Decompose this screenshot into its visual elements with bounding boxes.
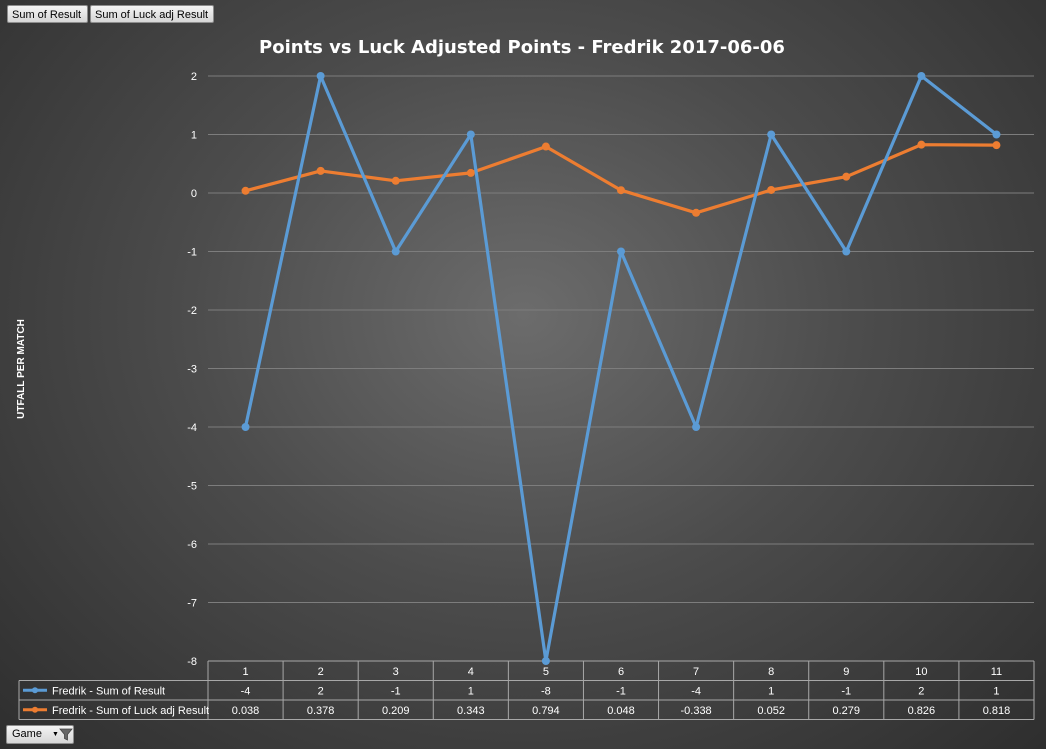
- y-tick-label: 2: [191, 71, 197, 83]
- table-value: 1: [468, 686, 474, 698]
- gridlines: [208, 75, 1034, 662]
- table-value: 0.209: [382, 705, 410, 717]
- data-point: [316, 72, 325, 80]
- series-line: [245, 143, 997, 215]
- y-tick-label: -5: [187, 481, 197, 493]
- sum-of-result-field-button[interactable]: Sum of Result: [7, 5, 88, 23]
- line-chart: Points vs Luck Adjusted Points - Fredrik…: [16, 37, 1035, 720]
- table-value: -0.338: [680, 705, 711, 717]
- data-point: [917, 140, 926, 149]
- table-value: 2: [918, 686, 924, 698]
- legend-key-marker: [32, 706, 38, 713]
- table-value: 2: [318, 686, 324, 698]
- x-category-label: 10: [915, 666, 927, 678]
- table-value: -4: [691, 686, 701, 698]
- dropdown-arrow-icon: ▼: [52, 731, 59, 738]
- data-point: [466, 168, 475, 177]
- legend-series-name: Fredrik - Sum of Result: [52, 686, 165, 698]
- x-category-label: 4: [468, 666, 474, 678]
- data-point: [992, 141, 1001, 150]
- table-value: -1: [841, 686, 851, 698]
- x-category-label: 8: [768, 666, 774, 678]
- table-value: 0.378: [307, 705, 335, 717]
- data-point: [241, 423, 250, 431]
- y-tick-label: -7: [187, 598, 197, 610]
- legend-key-marker: [32, 687, 38, 694]
- data-point: [541, 142, 550, 151]
- y-tick-label: -6: [187, 539, 197, 551]
- table-value: 0.343: [457, 705, 485, 717]
- data-point: [767, 130, 776, 139]
- chart-title: Points vs Luck Adjusted Points - Fredrik…: [259, 37, 785, 58]
- data-point: [316, 166, 325, 175]
- y-tick-label: -1: [187, 247, 197, 259]
- sum-of-luck-adj-result-field-button[interactable]: Sum of Luck adj Result: [90, 5, 214, 23]
- y-tick-label: -4: [187, 422, 197, 434]
- x-category-label: 9: [843, 666, 849, 678]
- x-category-label: 7: [693, 666, 699, 678]
- legend-series-name: Fredrik - Sum of Luck adj Result: [52, 705, 209, 717]
- game-field-button[interactable]: Game ▼: [6, 725, 74, 744]
- table-value: 0.048: [607, 705, 635, 717]
- table-value: 0.826: [908, 705, 936, 717]
- data-point: [617, 186, 625, 195]
- data-point: [391, 247, 400, 256]
- data-point: [692, 423, 701, 431]
- table-value: 0.818: [983, 705, 1011, 717]
- y-tick-label: -8: [187, 656, 197, 668]
- data-point: [767, 185, 776, 194]
- y-tick-label: -2: [187, 305, 197, 317]
- data-point: [466, 130, 475, 139]
- data-point: [241, 186, 250, 195]
- table-value: 1: [768, 686, 774, 698]
- data-point: [692, 208, 701, 217]
- series-lines: [241, 72, 1001, 665]
- x-category-label: 5: [543, 666, 549, 678]
- y-axis-ticks: 2 1 0 -1 -2 -3 -4 -5 -6 -7 -8: [187, 71, 197, 668]
- data-point: [842, 172, 851, 181]
- data-point: [992, 130, 1001, 139]
- x-category-label: 11: [991, 666, 1002, 678]
- data-point: [917, 72, 926, 80]
- y-tick-label: 0: [191, 188, 197, 200]
- table-value: -4: [241, 686, 251, 698]
- table-value: 0.052: [757, 705, 785, 717]
- y-tick-label: 1: [191, 130, 197, 142]
- filter-funnel-icon: [59, 728, 73, 741]
- data-point: [541, 657, 550, 665]
- table-value: 0.794: [532, 705, 560, 717]
- y-axis-label: UTFALL PER MATCH: [16, 319, 27, 419]
- table-value: -1: [616, 686, 626, 698]
- table-value: -1: [391, 686, 401, 698]
- data-point: [391, 176, 400, 185]
- x-category-label: 3: [393, 666, 399, 678]
- table-value: 0.279: [833, 705, 861, 717]
- data-point: [842, 247, 851, 256]
- x-category-label: 6: [618, 666, 624, 678]
- table-value: -8: [541, 686, 551, 698]
- y-tick-label: -3: [187, 364, 197, 376]
- x-category-label: 2: [318, 666, 324, 678]
- game-field-label: Game: [12, 728, 42, 740]
- table-value: 1: [993, 686, 999, 698]
- data-point: [617, 247, 625, 256]
- table-value: 0.038: [232, 705, 260, 717]
- x-category-label: 1: [242, 666, 248, 678]
